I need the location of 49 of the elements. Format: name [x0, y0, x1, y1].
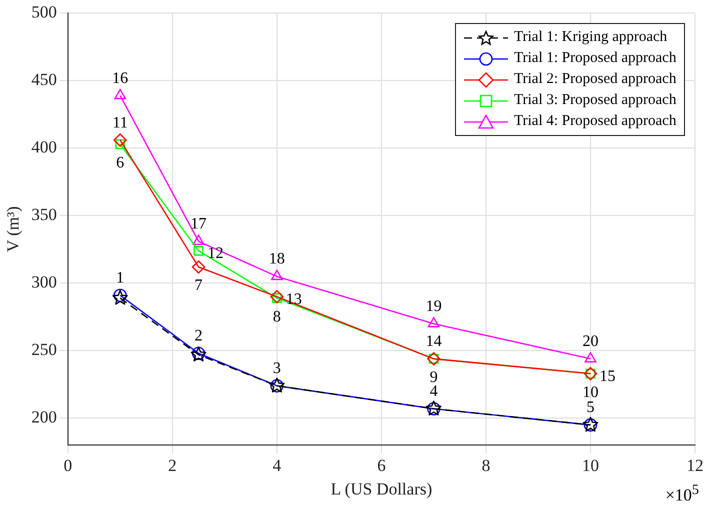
annotation: 3	[272, 360, 281, 378]
x-tick-label: 0	[64, 456, 72, 475]
annotation: 20	[582, 333, 598, 350]
y-tick-label: 350	[31, 205, 57, 224]
y-tick-label: 400	[31, 138, 57, 157]
annotation: 5	[586, 399, 594, 416]
point	[192, 260, 206, 274]
annotation: 18	[268, 250, 285, 268]
x-tick-label: 10	[582, 456, 599, 475]
point	[194, 246, 204, 256]
y-tick-label: 300	[31, 272, 57, 292]
point	[270, 290, 284, 304]
annotation: 7	[194, 277, 203, 294]
x-tick-label: 2	[168, 456, 177, 475]
y-tick-label: 250	[31, 340, 57, 360]
text: ×10$^{5}$	[665, 482, 699, 506]
legend-label: Trial 1: Kriging approach	[514, 28, 668, 48]
y-axis-title: V (m³)	[4, 206, 23, 252]
annotation: 1	[116, 270, 124, 287]
x-tick-label: 6	[377, 456, 386, 475]
y-tick-label: 500	[31, 2, 57, 22]
annotation: 16	[112, 70, 128, 87]
x-axis-title: L (US Dollars)	[330, 479, 432, 498]
legend-label: Trial 1: Proposed approach	[514, 49, 676, 68]
x-tick-label: 4	[272, 456, 282, 475]
annotation: 11	[112, 114, 128, 132]
point	[114, 288, 127, 302]
annotation: 14	[426, 333, 442, 350]
point	[271, 270, 283, 280]
annotation: 2	[194, 328, 203, 345]
y-tick-label: 200	[31, 408, 57, 427]
y-tick-label: 450	[31, 70, 57, 90]
annotation: 17	[190, 216, 207, 233]
point	[112, 290, 128, 305]
point	[114, 133, 127, 147]
x-tick-label: 12	[686, 456, 704, 475]
legend-label: Trial 2: Proposed approach	[514, 70, 676, 90]
annotation: 6	[116, 154, 124, 172]
annotation: 10	[582, 384, 598, 401]
legend-label: Trial 3: Proposed approach	[514, 91, 676, 110]
point	[114, 88, 126, 100]
annotation: 8	[272, 308, 281, 326]
point	[584, 352, 596, 362]
point	[192, 234, 204, 245]
annotation: 15	[599, 368, 616, 385]
annotation: 19	[426, 298, 442, 315]
legend-label: Trial 4: Proposed approach	[514, 112, 676, 132]
x-tick-label: 8	[482, 456, 490, 475]
point	[428, 317, 440, 328]
